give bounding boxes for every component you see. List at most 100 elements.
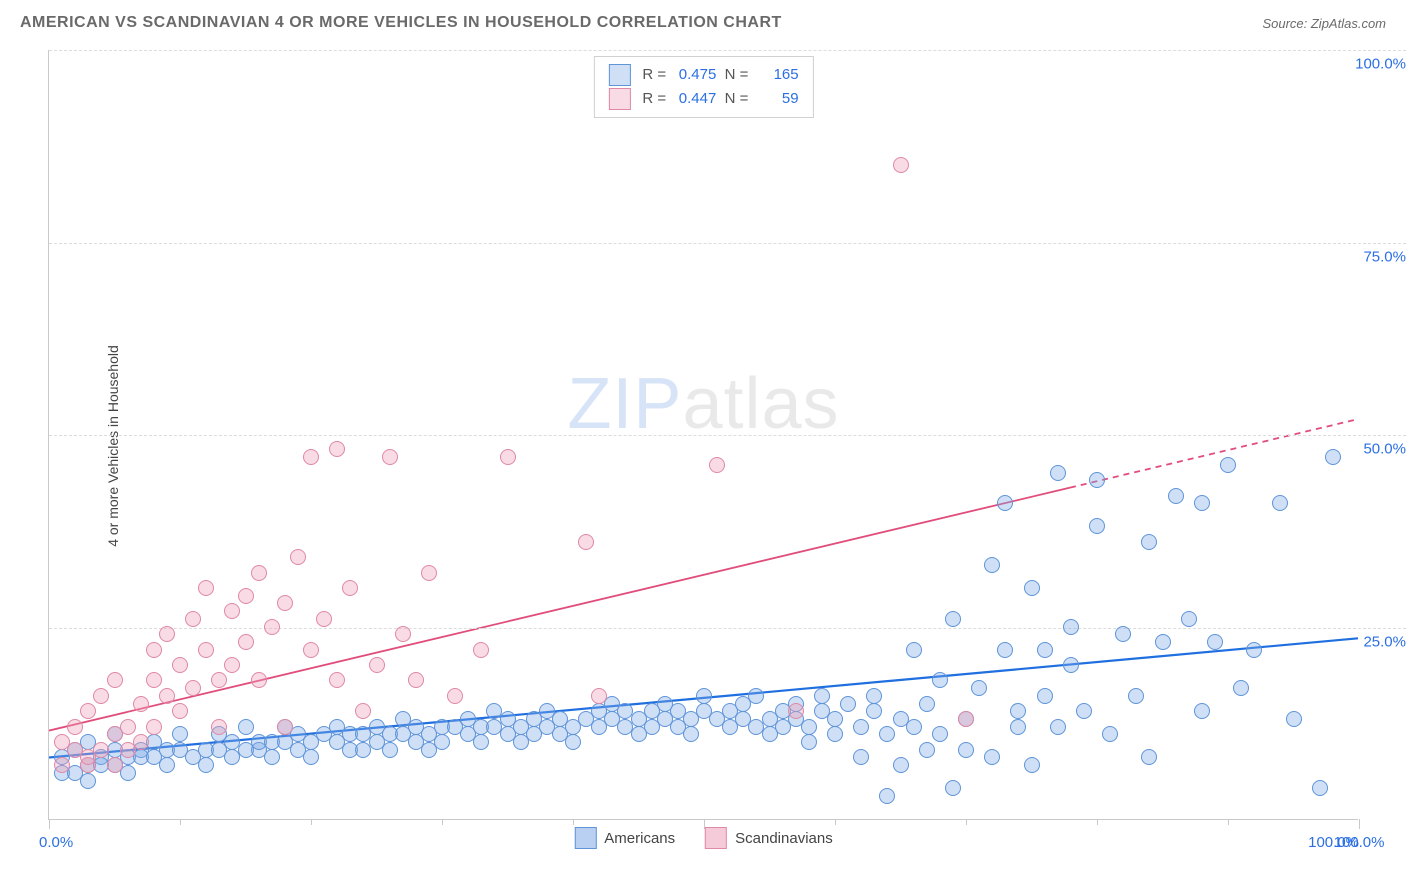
legend-stats-text: R = 0.447 N = 59 xyxy=(642,87,798,111)
y-tick-label: 25.0% xyxy=(1336,633,1406,650)
data-point xyxy=(251,672,267,688)
data-point xyxy=(473,642,489,658)
data-point xyxy=(264,749,280,765)
data-point xyxy=(1155,634,1171,650)
data-point xyxy=(932,726,948,742)
data-point xyxy=(211,719,227,735)
data-point xyxy=(251,565,267,581)
watermark-part2: atlas xyxy=(682,364,839,444)
data-point xyxy=(1010,719,1026,735)
x-tick-minor xyxy=(1097,819,1098,825)
data-point xyxy=(879,788,895,804)
legend-swatch xyxy=(608,64,630,86)
data-point xyxy=(1246,642,1262,658)
data-point xyxy=(1181,611,1197,627)
gridline-h xyxy=(49,628,1406,629)
data-point xyxy=(369,657,385,673)
legend-stats: R = 0.475 N = 165R = 0.447 N = 59 xyxy=(593,56,813,118)
data-point xyxy=(329,441,345,457)
legend-swatch xyxy=(574,827,596,849)
legend-item: Americans xyxy=(574,827,675,849)
x-tick-major xyxy=(49,819,50,829)
data-point xyxy=(958,742,974,758)
data-point xyxy=(958,711,974,727)
data-point xyxy=(1141,534,1157,550)
y-tick-label: 50.0% xyxy=(1336,441,1406,458)
data-point xyxy=(893,157,909,173)
data-point xyxy=(500,449,516,465)
data-point xyxy=(866,703,882,719)
data-point xyxy=(709,457,725,473)
data-point xyxy=(473,734,489,750)
data-point xyxy=(866,688,882,704)
data-point xyxy=(93,688,109,704)
data-point xyxy=(107,672,123,688)
data-point xyxy=(932,672,948,688)
data-point xyxy=(238,588,254,604)
data-point xyxy=(997,495,1013,511)
data-point xyxy=(120,719,136,735)
data-point xyxy=(107,757,123,773)
data-point xyxy=(159,757,175,773)
data-point xyxy=(159,688,175,704)
data-point xyxy=(447,688,463,704)
watermark-part1: ZIP xyxy=(567,364,682,444)
y-tick-label: 75.0% xyxy=(1336,248,1406,265)
x-tick-minor xyxy=(311,819,312,825)
data-point xyxy=(879,726,895,742)
data-point xyxy=(172,657,188,673)
gridline-h xyxy=(49,243,1406,244)
data-point xyxy=(329,672,345,688)
data-point xyxy=(277,595,293,611)
data-point xyxy=(984,749,1000,765)
data-point xyxy=(172,703,188,719)
data-point xyxy=(997,642,1013,658)
data-point xyxy=(303,642,319,658)
data-point xyxy=(853,719,869,735)
data-point xyxy=(211,672,227,688)
legend-stats-text: R = 0.475 N = 165 xyxy=(642,63,798,87)
data-point xyxy=(290,549,306,565)
data-point xyxy=(971,680,987,696)
data-point xyxy=(185,611,201,627)
data-point xyxy=(1168,488,1184,504)
watermark: ZIPatlas xyxy=(567,363,839,445)
data-point xyxy=(355,703,371,719)
gridline-h xyxy=(49,435,1406,436)
data-point xyxy=(1325,449,1341,465)
data-point xyxy=(316,611,332,627)
x-tick-label: 100.0% xyxy=(1308,834,1359,851)
data-point xyxy=(198,757,214,773)
data-point xyxy=(159,626,175,642)
data-point xyxy=(788,703,804,719)
data-point xyxy=(814,688,830,704)
data-point xyxy=(408,672,424,688)
data-point xyxy=(1141,749,1157,765)
data-point xyxy=(748,688,764,704)
data-point xyxy=(984,557,1000,573)
data-point xyxy=(1272,495,1288,511)
x-tick-minor xyxy=(966,819,967,825)
data-point xyxy=(224,657,240,673)
data-point xyxy=(1024,580,1040,596)
legend-stats-row: R = 0.475 N = 165 xyxy=(608,63,798,87)
data-point xyxy=(303,449,319,465)
data-point xyxy=(264,619,280,635)
data-point xyxy=(840,696,856,712)
x-tick-minor xyxy=(835,819,836,825)
data-point xyxy=(683,726,699,742)
data-point xyxy=(395,626,411,642)
data-point xyxy=(827,711,843,727)
data-point xyxy=(342,580,358,596)
data-point xyxy=(919,696,935,712)
data-point xyxy=(238,719,254,735)
data-point xyxy=(133,696,149,712)
data-point xyxy=(696,688,712,704)
data-point xyxy=(133,734,149,750)
data-point xyxy=(146,719,162,735)
x-tick-minor xyxy=(442,819,443,825)
y-tick-label: 100.0% xyxy=(1336,56,1406,73)
data-point xyxy=(238,634,254,650)
data-point xyxy=(906,642,922,658)
data-point xyxy=(382,449,398,465)
